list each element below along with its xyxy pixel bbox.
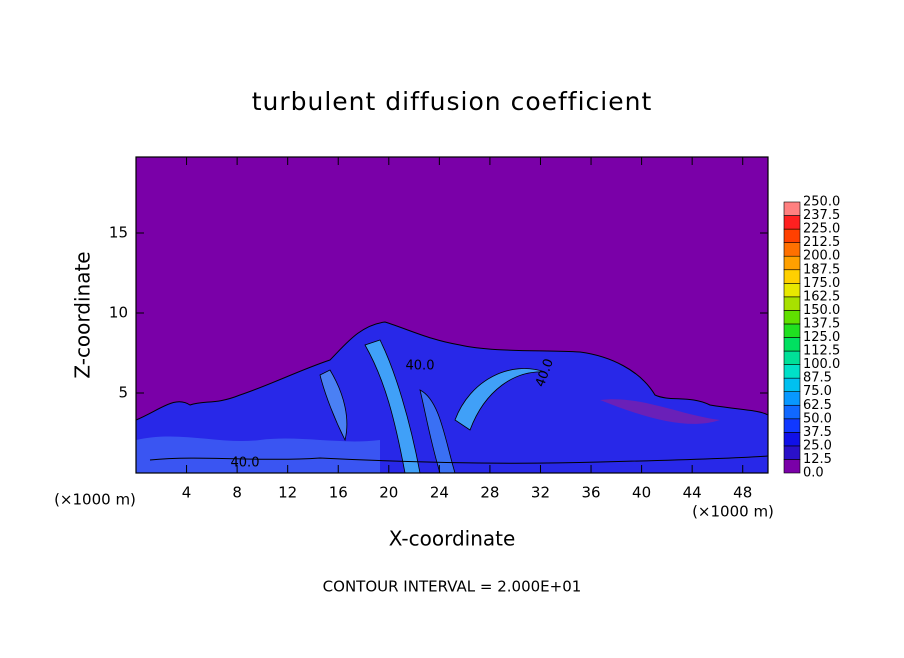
x-unit-label: (×1000 m) (54, 491, 136, 509)
plot-frame (135, 156, 769, 474)
colorbar-box (783, 255, 801, 271)
colorbar-box (783, 228, 801, 243)
x-axis-label: X-coordinate (389, 527, 516, 551)
colorbar-box (783, 201, 801, 216)
y-axis-label: Z-coordinate (71, 251, 95, 378)
colorbar-box (783, 364, 801, 379)
colorbar-label: 100.0 (803, 357, 840, 372)
colorbar-box (783, 323, 801, 338)
colorbar-label: 37.5 (803, 425, 832, 440)
colorbar-box (783, 459, 801, 474)
field-region (136, 436, 380, 473)
colorbar-box (783, 310, 801, 325)
x-tick-label: 28 (480, 484, 499, 502)
contour-line (149, 455, 769, 464)
colorbar-box (783, 350, 801, 365)
colorbar-label: 162.5 (803, 289, 840, 304)
y-tick-label: 10 (109, 304, 128, 322)
colorbar-label: 112.5 (803, 344, 840, 359)
colorbar-box (783, 418, 801, 433)
x-tick-label: 4 (182, 484, 192, 502)
colorbar-box (783, 432, 801, 447)
colorbar-label: 62.5 (803, 398, 832, 413)
x-tick-label: 8 (232, 484, 242, 502)
colorbar-box (783, 215, 801, 230)
field-region (135, 321, 769, 474)
x-tick-label: 16 (329, 484, 348, 502)
x-tick-label: 48 (733, 484, 752, 502)
x-tick-label: 24 (430, 484, 449, 502)
colorbar-label: 87.5 (803, 371, 832, 386)
field-region (454, 368, 546, 431)
y-tick-label: 5 (118, 384, 128, 402)
contour-label: 40.0 (231, 456, 260, 471)
x-tick-label: 32 (531, 484, 550, 502)
colorbar-label: 150.0 (803, 303, 840, 318)
colorbar-label: 225.0 (803, 222, 840, 237)
colorbar-box (783, 269, 801, 284)
colorbar-box (783, 404, 801, 420)
x-tick-label: 40 (632, 484, 651, 502)
colorbar-label: 250.0 (803, 195, 840, 210)
footnote: CONTOUR INTERVAL = 2.000E+01 (323, 578, 582, 596)
colorbar-box (783, 337, 801, 352)
x-unit-label: (×1000 m) (692, 503, 774, 521)
chart-title: turbulent diffusion coefficient (252, 87, 653, 116)
colorbar-label: 25.0 (803, 438, 832, 453)
colorbar-label: 187.5 (803, 262, 840, 277)
colorbar-box (783, 296, 801, 311)
colorbar-label: 0.0 (803, 466, 824, 481)
x-tick-label: 12 (278, 484, 297, 502)
field-region (600, 399, 720, 424)
y-tick-label: 15 (109, 224, 128, 242)
x-tick-label: 44 (683, 484, 702, 502)
colorbar-label: 75.0 (803, 384, 832, 399)
x-tick-label: 20 (379, 484, 398, 502)
colorbar-box (783, 445, 801, 460)
field-region (319, 369, 348, 442)
colorbar-label: 125.0 (803, 330, 840, 345)
colorbar-box (783, 242, 801, 257)
colorbar-label: 212.5 (803, 235, 840, 250)
colorbar-box (783, 377, 801, 392)
colorbar-box (783, 282, 801, 298)
contour-label: 40.0 (406, 359, 435, 374)
colorbar-label: 50.0 (803, 411, 832, 426)
field (135, 156, 769, 474)
colorbar-label: 12.5 (803, 452, 832, 467)
colorbar-label: 175.0 (803, 276, 840, 291)
colorbar-label: 200.0 (803, 249, 840, 264)
colorbar-label: 137.5 (803, 316, 840, 331)
x-tick-label: 36 (581, 484, 600, 502)
colorbar-label: 237.5 (803, 208, 840, 223)
colorbar-box (783, 391, 801, 406)
